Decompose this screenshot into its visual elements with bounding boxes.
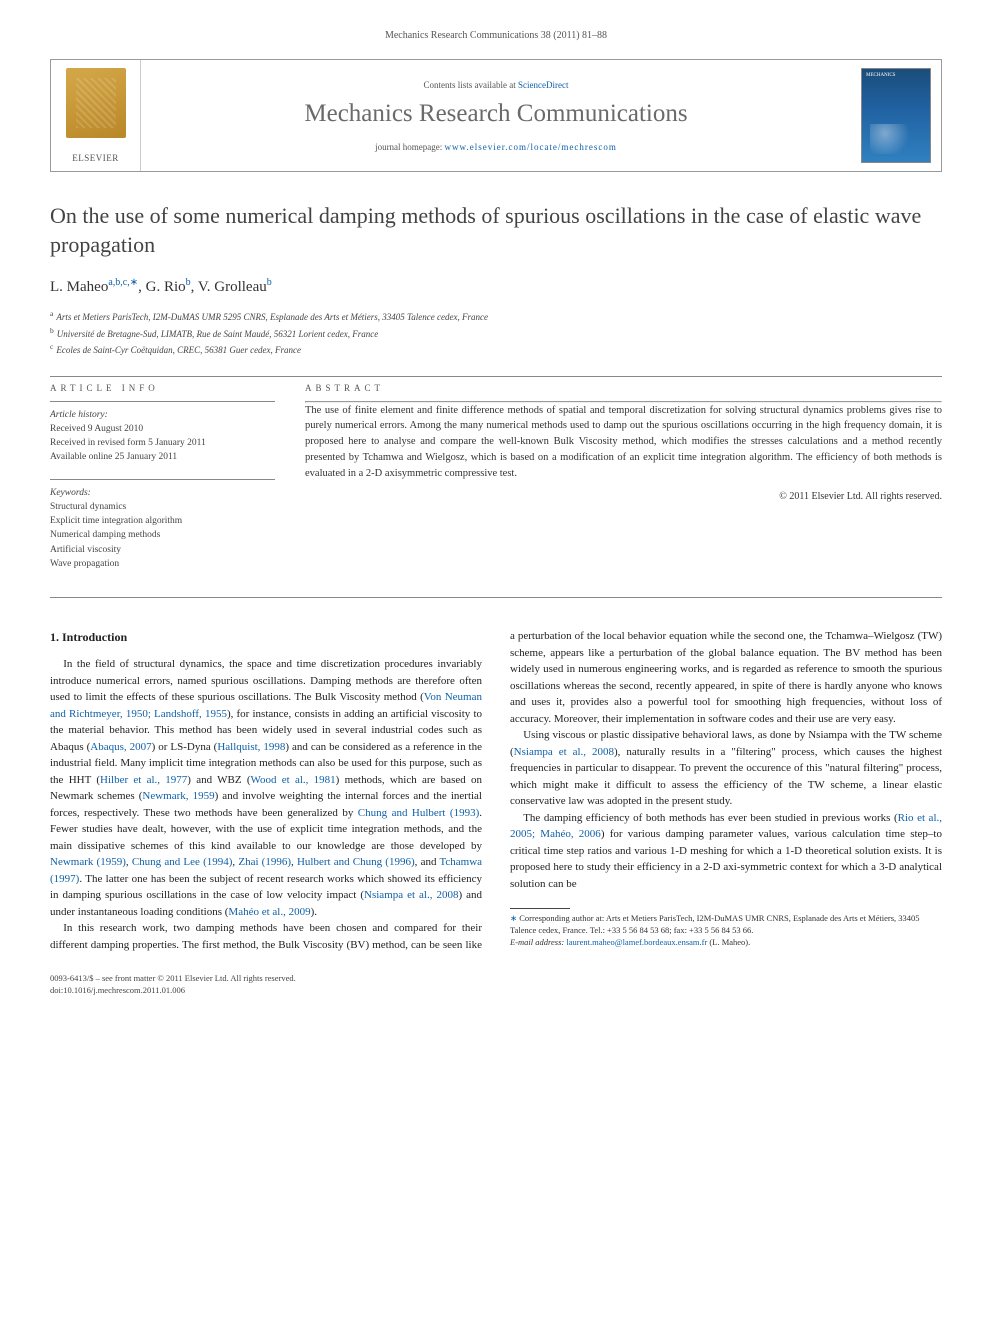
contents-prefix: Contents lists available at	[424, 80, 518, 90]
author-1-affil: a,b,c,∗	[108, 277, 138, 288]
publisher-name: ELSEVIER	[72, 153, 119, 163]
abstract-col: abstract The use of finite element and f…	[305, 383, 942, 586]
author-1: L. Maheo	[50, 279, 108, 295]
citation[interactable]: Wood et al., 1981	[251, 774, 336, 786]
citation[interactable]: Hilber et al., 1977	[100, 774, 187, 786]
footer-left: 0093-6413/$ – see front matter © 2011 El…	[50, 973, 296, 997]
elsevier-tree-icon	[66, 68, 126, 138]
citation[interactable]: Nsiampa et al., 2008	[514, 746, 614, 758]
email-line: E-mail address: laurent.maheo@lamef.bord…	[510, 937, 942, 949]
header-center: Contents lists available at ScienceDirec…	[141, 60, 851, 171]
divider	[50, 401, 275, 402]
keyword: Explicit time integration algorithm	[50, 514, 275, 528]
author-3: , V. Grolleau	[191, 279, 267, 295]
footnotes: ∗ Corresponding author at: Arts et Metie…	[510, 913, 942, 949]
citation[interactable]: Chung and Lee (1994)	[132, 856, 233, 868]
homepage-line: journal homepage: www.elsevier.com/locat…	[375, 142, 617, 152]
keywords-block: Keywords: Structural dynamics Explicit t…	[50, 486, 275, 572]
sciencedirect-link[interactable]: ScienceDirect	[518, 80, 568, 90]
authors: L. Maheoa,b,c,∗, G. Riob, V. Grolleaub	[50, 277, 942, 296]
citation[interactable]: Chung and Hulbert (1993)	[358, 807, 479, 819]
history-line: Received in revised form 5 January 2011	[50, 436, 275, 450]
divider	[50, 597, 942, 598]
journal-title: Mechanics Research Communications	[304, 100, 687, 128]
publisher-logo-cell: ELSEVIER	[51, 60, 141, 171]
body-columns: 1. Introduction In the field of structur…	[50, 628, 942, 953]
body-para: Using viscous or plastic dissipative beh…	[510, 727, 942, 810]
footnote-separator	[510, 908, 570, 909]
front-matter: 0093-6413/$ – see front matter © 2011 El…	[50, 973, 296, 985]
author-2: , G. Rio	[138, 279, 186, 295]
abstract-label: abstract	[305, 383, 942, 393]
citation[interactable]: Newmark, 1959	[142, 790, 214, 802]
citation[interactable]: Hallquist, 1998	[217, 741, 285, 753]
citation[interactable]: Zhai (1996)	[238, 856, 291, 868]
article-title: On the use of some numerical damping met…	[50, 202, 942, 259]
info-abstract-row: article info Article history: Received 9…	[50, 383, 942, 586]
homepage-prefix: journal homepage:	[375, 142, 444, 152]
contents-available: Contents lists available at ScienceDirec…	[424, 80, 569, 90]
divider	[50, 479, 275, 480]
author-3-affil: b	[267, 277, 272, 288]
email-link[interactable]: laurent.maheo@lamef.bordeaux.ensam.fr	[566, 937, 707, 947]
divider	[50, 376, 942, 377]
body-para: The damping efficiency of both methods h…	[510, 810, 942, 893]
page-footer: 0093-6413/$ – see front matter © 2011 El…	[50, 973, 942, 997]
affiliation-c: cEcoles de Saint-Cyr Coëtquidan, CREC, 5…	[50, 341, 942, 358]
affiliation-b: bUniversité de Bretagne-Sud, LIMATB, Rue…	[50, 325, 942, 342]
citation[interactable]: Abaqus, 2007	[90, 741, 151, 753]
journal-header: ELSEVIER Contents lists available at Sci…	[50, 59, 942, 172]
info-label: article info	[50, 383, 275, 393]
journal-reference: Mechanics Research Communications 38 (20…	[50, 30, 942, 41]
journal-cover-thumb: MECHANICS	[861, 68, 931, 163]
history-line: Received 9 August 2010	[50, 422, 275, 436]
homepage-link[interactable]: www.elsevier.com/locate/mechrescom	[445, 142, 617, 152]
keywords-label: Keywords:	[50, 486, 275, 500]
citation[interactable]: Nsiampa et al., 2008	[364, 889, 458, 901]
article-info-col: article info Article history: Received 9…	[50, 383, 275, 586]
affiliation-a: aArts et Metiers ParisTech, I2M-DuMAS UM…	[50, 308, 942, 325]
cover-cell: MECHANICS	[851, 60, 941, 171]
keyword: Structural dynamics	[50, 500, 275, 514]
history-line: Available online 25 January 2011	[50, 450, 275, 464]
section-heading-intro: 1. Introduction	[50, 628, 482, 646]
keyword: Wave propagation	[50, 557, 275, 571]
body-para: In the field of structural dynamics, the…	[50, 656, 482, 920]
corresponding-author: ∗ Corresponding author at: Arts et Metie…	[510, 913, 942, 937]
history-label: Article history:	[50, 408, 275, 422]
keyword: Artificial viscosity	[50, 543, 275, 557]
keyword: Numerical damping methods	[50, 528, 275, 542]
doi: doi:10.1016/j.mechrescom.2011.01.006	[50, 985, 296, 997]
article-history: Article history: Received 9 August 2010 …	[50, 408, 275, 465]
abstract-copyright: © 2011 Elsevier Ltd. All rights reserved…	[305, 491, 942, 502]
citation[interactable]: Hulbert and Chung (1996)	[297, 856, 415, 868]
abstract-text: The use of finite element and finite dif…	[305, 403, 942, 482]
citation[interactable]: Newmark (1959)	[50, 856, 126, 868]
affiliations: aArts et Metiers ParisTech, I2M-DuMAS UM…	[50, 308, 942, 358]
citation[interactable]: Mahéo et al., 2009	[228, 906, 310, 918]
